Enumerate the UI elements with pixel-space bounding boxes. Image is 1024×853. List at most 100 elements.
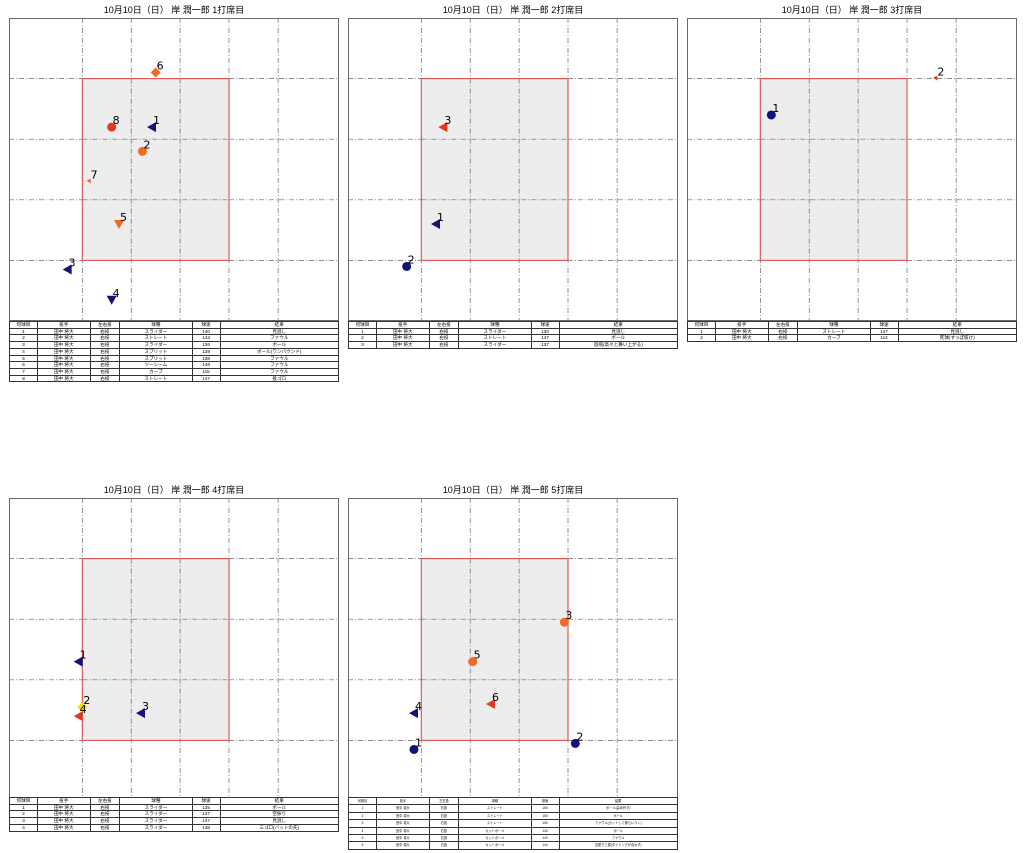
pitch-marker bbox=[77, 702, 88, 713]
table-cell: 右投 bbox=[89, 341, 121, 349]
table-cell: ストレート bbox=[458, 819, 532, 828]
pitch-point: 4 bbox=[73, 703, 87, 722]
table-cell: 何球目 bbox=[348, 796, 377, 806]
table-cell: 3 bbox=[348, 819, 377, 828]
table-header-row: 何球目 投手 左右投 球種 球速 結果 bbox=[9, 321, 340, 329]
table-cell: 何球目 bbox=[9, 321, 38, 329]
table-cell: 見逃し bbox=[897, 327, 1018, 336]
table-cell: スプリット bbox=[119, 354, 193, 363]
table-cell: 右投 bbox=[89, 367, 121, 376]
table-cell: 右投 bbox=[428, 341, 460, 349]
table-cell: 6 bbox=[9, 361, 38, 369]
pitch-number-label: 1 bbox=[153, 114, 160, 127]
table-cell: 球速 bbox=[530, 796, 560, 806]
table-cell: カットボール bbox=[458, 834, 532, 843]
pitch-marker bbox=[409, 744, 419, 754]
table-cell: 5 bbox=[9, 354, 38, 363]
table-cell: 三ゴロ(バットの先) bbox=[219, 823, 340, 832]
pitch-point: 1 bbox=[766, 102, 779, 120]
table-cell: 2 bbox=[348, 334, 377, 343]
table-cell: 田中 将大 bbox=[36, 327, 91, 336]
table-cell: 左右投 bbox=[89, 321, 121, 329]
chart-title: 10月10日（日） 岸 潤一郎 4打席目 bbox=[103, 485, 245, 495]
table-cell: スライダー bbox=[119, 817, 193, 825]
table-cell: スライダー bbox=[458, 327, 532, 336]
table-row: 3 田中 将大 右投 スライダー 137 見逃し bbox=[9, 817, 340, 825]
table-cell: 2 bbox=[687, 334, 716, 343]
table-cell: 1 bbox=[348, 804, 377, 813]
table-row: 2 田中 将大 右投 ストレート 143 ファウル bbox=[9, 334, 340, 343]
table-row: 4 田中 将大 右投 スプリット 139 ボール(ワンバウンド) bbox=[9, 347, 340, 356]
table-cell: 右投 bbox=[428, 334, 460, 343]
table-row: 4 田中 将大 右投 カットボール 143 ボール bbox=[348, 826, 679, 836]
table-cell: 球種 bbox=[119, 321, 193, 329]
pitch-point: 2 bbox=[933, 66, 944, 81]
table-row: 2 田中 将大 右投 ストレート 150 ボール bbox=[348, 811, 679, 821]
table-cell: 田中 将大 bbox=[36, 361, 91, 369]
table-cell: 135 bbox=[191, 803, 221, 812]
table-cell: 137 bbox=[191, 817, 221, 825]
table-cell: 115 bbox=[191, 367, 221, 376]
pitch-number-label: 6 bbox=[157, 60, 164, 73]
pitch-marker bbox=[73, 656, 83, 667]
pitch-location-chart: 12 bbox=[687, 18, 1017, 321]
table-cell: 何球目 bbox=[348, 321, 377, 329]
table-cell: ファウル bbox=[219, 361, 340, 369]
table-cell: 150 bbox=[530, 811, 560, 821]
table-row: 2 田中 将大 右投 ストレート 147 ボール bbox=[348, 334, 679, 343]
pitch-point: 8 bbox=[107, 114, 120, 132]
table-cell: ファウル(カットして食らいつく) bbox=[558, 819, 679, 828]
table-cell: ボール bbox=[558, 811, 679, 821]
table-row: 3 田中 将大 右投 スライダー 137 遊飛(高々と舞い上がる) bbox=[348, 341, 679, 349]
chart-title: 10月10日（日） 岸 潤一郎 5打席目 bbox=[442, 485, 584, 495]
table-row: 6 田中 将大 右投 カットボール 144 空振り三振(タイミングが合わず) bbox=[348, 841, 679, 850]
pitch-marker bbox=[137, 146, 147, 156]
table-cell: 見逃し bbox=[219, 817, 340, 825]
table-cell: 田中 将大 bbox=[36, 341, 91, 349]
pitch-marker bbox=[570, 738, 580, 748]
pitch-table: 何球目 投手 左右投 球種 球速 結果 1 田中 将大 右投 ストレート 147 見逃し 2 田中 将大右… bbox=[687, 321, 1018, 343]
table-row: 1 田中 将大 右投 スライダー 130 見逃し bbox=[348, 327, 679, 336]
table-cell: 139 bbox=[191, 347, 221, 356]
table-cell: 右投 bbox=[767, 327, 799, 336]
table-cell: 4 bbox=[348, 826, 377, 836]
table-cell: ストレート bbox=[458, 334, 532, 343]
pitch-point: 3 bbox=[559, 609, 572, 627]
table-cell: 5 bbox=[348, 834, 377, 843]
table-row: 7 田中 将大 右投 カーブ 115 ファウル bbox=[9, 367, 340, 376]
pitch-point: 5 bbox=[468, 649, 481, 667]
table-cell: 田中 将大 bbox=[36, 803, 91, 812]
pitch-number-label: 2 bbox=[408, 253, 415, 266]
pitch-marker bbox=[150, 67, 161, 78]
table-cell: 150 bbox=[530, 804, 560, 813]
table-cell: ストレート bbox=[119, 334, 193, 343]
pitch-point: 1 bbox=[147, 114, 160, 133]
table-cell: 投ゴロ bbox=[219, 374, 340, 383]
table-cell: 右投 bbox=[89, 810, 121, 819]
table-cell: 結果 bbox=[219, 797, 340, 805]
table-cell: スライダー bbox=[119, 803, 193, 812]
pitch-number-label: 6 bbox=[492, 691, 499, 704]
pitch-number-label: 3 bbox=[565, 609, 572, 622]
table-cell: 150 bbox=[530, 819, 560, 828]
chart-title: 10月10日（日） 岸 潤一郎 1打席目 bbox=[103, 5, 245, 15]
table-cell: 147 bbox=[530, 334, 560, 343]
table-cell: 投手 bbox=[36, 321, 91, 329]
table-row: 1 田中 将大 右投 スライダー 140 見逃し bbox=[9, 327, 340, 336]
pitch-point: 2 bbox=[77, 694, 90, 713]
table-cell: ファウル bbox=[219, 334, 340, 343]
table-cell: 右投 bbox=[89, 354, 121, 363]
table-cell: ボール bbox=[219, 803, 340, 812]
pitch-point: 1 bbox=[73, 649, 87, 667]
table-cell: 見逃し bbox=[558, 327, 679, 336]
table-cell: ボール bbox=[219, 341, 340, 349]
table-cell: 右投 bbox=[89, 817, 121, 825]
pitch-number-label: 2 bbox=[576, 730, 583, 743]
pitch-marker bbox=[73, 711, 83, 722]
pitch-marker bbox=[486, 699, 495, 710]
table-cell: 結果 bbox=[897, 321, 1018, 329]
table-cell: 147 bbox=[869, 327, 899, 336]
table-cell: 球種 bbox=[458, 321, 532, 329]
pitch-marker bbox=[62, 264, 72, 275]
